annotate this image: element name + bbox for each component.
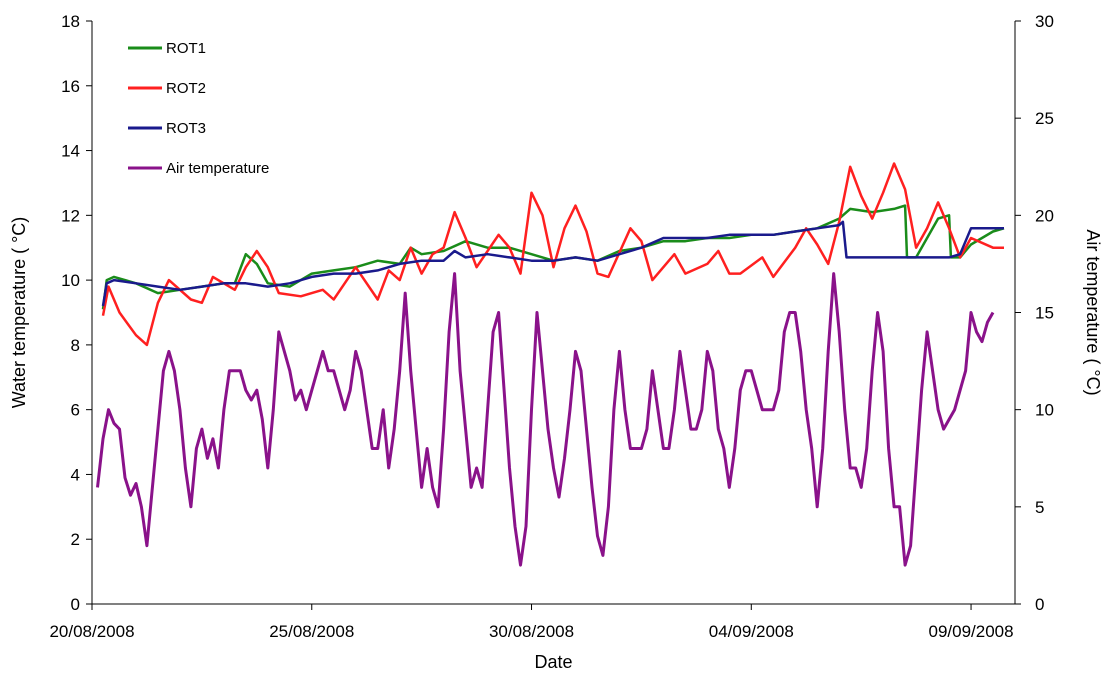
legend-label: ROT2 [166,80,206,97]
y-axis-left-title: Water temperature ( °C) [9,217,29,409]
x-tick-label: 25/08/2008 [269,622,354,641]
y-left-tick-label: 10 [61,271,80,290]
y-right-tick-label: 5 [1035,498,1044,517]
y-left-tick-label: 2 [71,530,80,549]
y-right-tick-label: 0 [1035,595,1044,614]
y-left-tick-label: 12 [61,206,80,225]
ticks-layer: 0 2 4 6 8 10 12 14 16 18 0 5 10 15 20 25 30 20/08/2008 25/… [49,12,1053,641]
y-left-tick-label: 8 [71,336,80,355]
y-left-tick-label: 6 [71,401,80,420]
y-left-tick-label: 4 [71,465,80,484]
legend: ROT1 ROT2 ROT3 Air temperature [128,40,269,177]
y-right-tick-label: 10 [1035,401,1054,420]
x-tick-label: 04/09/2008 [709,622,794,641]
y-right-tick-label: 30 [1035,12,1054,31]
y-right-tick-label: 15 [1035,304,1054,323]
y-right-tick-label: 25 [1035,109,1054,128]
series-line-rot3 [101,220,1004,307]
legend-label: ROT3 [166,120,206,137]
x-tick-label: 30/08/2008 [489,622,574,641]
x-tick-label: 09/09/2008 [929,622,1014,641]
x-axis-title: Date [534,652,572,672]
y-right-tick-label: 20 [1035,206,1054,225]
x-tick-label: 20/08/2008 [49,622,134,641]
y-left-tick-label: 0 [71,595,80,614]
series-line-air-temperature [96,272,995,567]
y-axis-right-title: Air temperature ( °C) [1083,229,1103,395]
y-left-tick-label: 16 [61,77,80,96]
series-line-rot2 [101,162,1004,347]
legend-label: Air temperature [166,160,269,177]
series-layer [96,162,1005,567]
legend-label: ROT1 [166,40,206,57]
y-left-tick-label: 14 [61,142,80,161]
y-left-tick-label: 18 [61,12,80,31]
